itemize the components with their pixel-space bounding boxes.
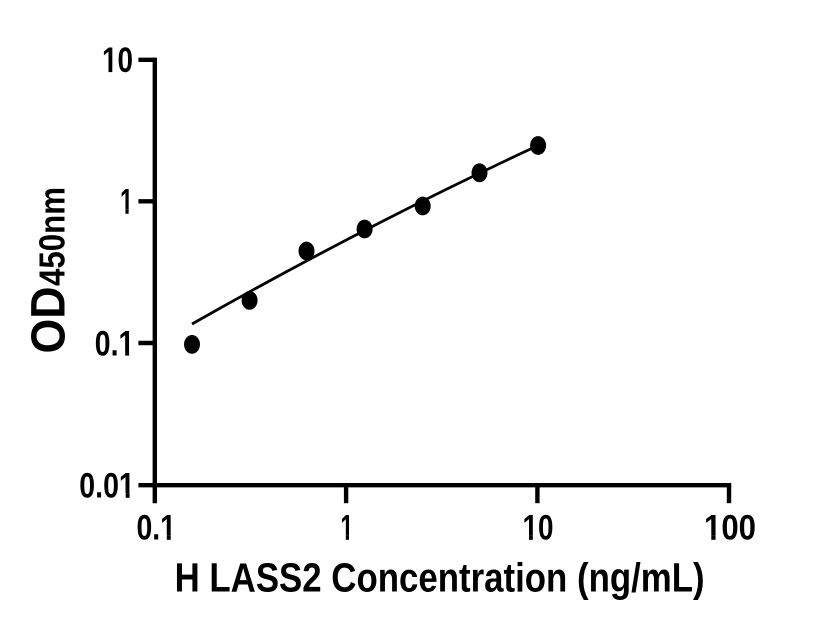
svg-text:0.1: 0.1 (136, 509, 176, 548)
svg-text:H LASS2 Concentration (ng/mL): H LASS2 Concentration (ng/mL) (175, 555, 705, 601)
svg-text:OD: OD (23, 287, 76, 354)
svg-text:1: 1 (120, 183, 133, 222)
svg-text:100: 100 (704, 509, 756, 548)
svg-text:0.1: 0.1 (95, 324, 135, 363)
svg-text:10: 10 (102, 41, 133, 80)
svg-text:450nm: 450nm (32, 187, 73, 286)
svg-text:1: 1 (340, 509, 353, 548)
svg-text:0.01: 0.01 (79, 467, 135, 506)
svg-text:10: 10 (523, 509, 554, 548)
